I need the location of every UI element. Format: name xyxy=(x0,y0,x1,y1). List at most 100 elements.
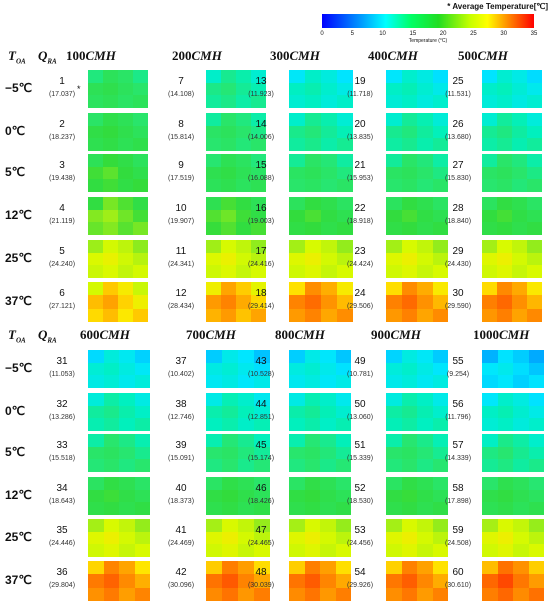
contour-cell xyxy=(512,179,527,192)
temperature-contour-map xyxy=(88,197,148,235)
outdoor-temp-label: −5℃ xyxy=(5,81,33,95)
contour-cell xyxy=(206,295,221,309)
contour-cell xyxy=(401,362,417,376)
contour-cell xyxy=(221,295,236,309)
legend-title: * Average Temperature[℃] xyxy=(447,2,548,11)
contour-cell xyxy=(527,222,542,235)
case-number: 9 xyxy=(178,160,184,171)
contour-cell xyxy=(482,295,497,309)
temperature-contour-map xyxy=(206,561,270,601)
average-temperature: (11.923) xyxy=(248,91,274,98)
contour-cell xyxy=(401,125,417,139)
contour-cell xyxy=(527,209,542,223)
flow-rate-header: 100CMH xyxy=(66,48,116,64)
contour-cell xyxy=(206,574,222,588)
contour-cell xyxy=(238,393,254,406)
temperature-contour-map xyxy=(206,154,266,192)
average-temperature: (18.373) xyxy=(167,498,195,505)
contour-cell xyxy=(482,197,497,210)
temperature-contour-map xyxy=(482,434,544,472)
contour-cell xyxy=(304,531,320,545)
contour-cell xyxy=(206,544,222,557)
contour-cell xyxy=(206,362,222,376)
contour-cell xyxy=(417,197,433,210)
contour-cell xyxy=(482,393,498,406)
contour-cell xyxy=(417,531,433,545)
contour-cell xyxy=(432,531,448,545)
temperature-contour-map xyxy=(88,393,150,431)
contour-cell xyxy=(335,405,351,419)
contour-cell xyxy=(222,362,238,376)
outdoor-temp-label: 12℃ xyxy=(5,208,32,222)
contour-cell xyxy=(133,282,148,296)
contour-cell xyxy=(401,70,417,83)
contour-cell xyxy=(206,477,222,490)
case-number: 38 xyxy=(175,399,187,410)
flow-unit: CMH xyxy=(289,48,320,63)
flow-rate-header: 500CMH xyxy=(458,48,508,64)
contour-cell xyxy=(432,70,448,83)
contour-cell xyxy=(320,459,336,472)
average-temperature: (18.530) xyxy=(346,498,374,505)
contour-cell xyxy=(513,561,529,575)
contour-cell xyxy=(497,544,513,557)
contour-cell xyxy=(133,209,148,223)
contour-cell xyxy=(497,561,513,575)
contour-cell xyxy=(401,154,417,167)
temperature-contour-map xyxy=(88,282,148,322)
contour-cell xyxy=(134,519,150,532)
temperature-contour-map xyxy=(88,350,150,388)
contour-cell xyxy=(321,197,337,210)
contour-cell xyxy=(337,252,353,266)
contour-cell xyxy=(335,350,351,363)
average-temperature: (29.506) xyxy=(346,303,374,310)
contour-cell xyxy=(482,502,498,515)
contour-cell xyxy=(254,531,270,545)
temperature-contour-map xyxy=(206,240,266,278)
contour-cell xyxy=(118,209,133,223)
contour-cell xyxy=(432,113,448,126)
case-number: 2 xyxy=(59,119,65,130)
flow-unit: CMH xyxy=(477,48,508,63)
contour-cell xyxy=(304,489,320,503)
contour-cell xyxy=(88,154,103,167)
contour-cell xyxy=(528,477,544,490)
contour-cell xyxy=(222,477,238,490)
contour-cell xyxy=(206,446,222,460)
contour-cell xyxy=(401,308,417,322)
contour-cell xyxy=(206,519,222,532)
temperature-contour-map xyxy=(88,561,150,601)
average-temperature: (15.953) xyxy=(346,175,374,182)
contour-cell xyxy=(320,502,336,515)
contour-cell xyxy=(289,222,305,235)
contour-cell xyxy=(337,95,353,108)
contour-cell xyxy=(335,531,351,545)
contour-cell xyxy=(512,197,527,210)
contour-cell xyxy=(305,240,321,253)
contour-cell xyxy=(88,544,104,557)
contour-cell xyxy=(103,531,119,545)
average-temperature: (24.240) xyxy=(48,261,76,268)
contour-cell xyxy=(289,166,305,180)
case-number: 19 xyxy=(354,76,366,87)
contour-cell xyxy=(482,308,497,322)
qra-symbol: Q xyxy=(38,327,48,342)
contour-cell xyxy=(221,209,236,223)
contour-cell xyxy=(88,82,103,96)
contour-cell xyxy=(304,587,320,601)
average-temperature: (29.804) xyxy=(48,582,76,589)
average-temperature: (24.430) xyxy=(444,261,472,268)
contour-cell xyxy=(386,477,402,490)
contour-cell xyxy=(337,240,353,253)
flow-value: 500 xyxy=(458,48,478,63)
contour-cell xyxy=(206,587,222,601)
contour-cell xyxy=(497,519,513,532)
contour-cell xyxy=(513,446,529,460)
contour-cell xyxy=(289,138,305,151)
contour-cell xyxy=(497,587,513,601)
contour-cell xyxy=(401,502,417,515)
contour-cell xyxy=(497,240,512,253)
contour-cell xyxy=(401,295,417,309)
contour-cell xyxy=(321,222,337,235)
contour-cell xyxy=(238,362,254,376)
